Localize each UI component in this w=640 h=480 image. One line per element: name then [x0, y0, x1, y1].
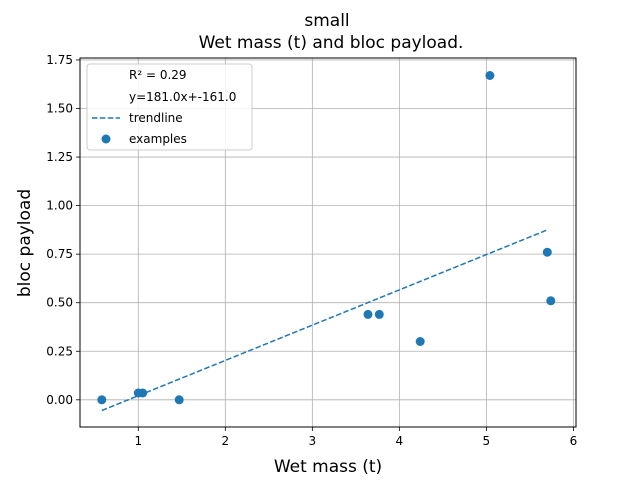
scatter-point: [485, 71, 495, 80]
trendline-layer: [101, 229, 548, 412]
y-axis-label: bloc payload: [15, 189, 35, 297]
grid: [80, 58, 576, 427]
legend-examples-swatch: [101, 134, 111, 144]
chart-title: small: [304, 11, 349, 31]
y-tick-label: 0.00: [46, 393, 73, 407]
scatter-point: [415, 337, 425, 346]
y-tick-label: 0.75: [46, 247, 73, 261]
y-tick-label: 1.25: [46, 150, 73, 164]
legend-equation: y=181.0x+-161.0: [129, 90, 236, 104]
chart-subtitle: Wet mass (t) and bloc payload.: [199, 33, 464, 53]
y-tick-label: 0.50: [46, 296, 73, 310]
y-tick-label: 1.50: [46, 101, 73, 115]
scatter-point: [174, 395, 184, 405]
scatter-point: [97, 395, 107, 405]
x-tick-label: 6: [570, 434, 578, 448]
x-tick-label: 2: [221, 434, 229, 448]
plot-frame: [79, 57, 577, 428]
y-tick-label: 1.75: [46, 53, 73, 67]
scatter-point: [546, 296, 556, 306]
x-axis-ticks: 1 2 3 4 5 6: [134, 427, 577, 448]
scatter-point: [374, 309, 384, 319]
x-tick-label: 4: [396, 434, 404, 448]
legend-r2: R² = 0.29: [129, 68, 187, 82]
y-axis-ticks: 0.00 0.25 0.50 0.75 1.00 1.25 1.50 1.75: [46, 53, 80, 407]
x-tick-label: 3: [309, 434, 317, 448]
y-tick-label: 0.25: [46, 344, 73, 358]
scatter-point: [542, 247, 552, 257]
legend-examples-label: examples: [129, 132, 187, 146]
scatter-layer: [97, 71, 556, 405]
y-tick-label: 1.00: [46, 199, 73, 213]
scatter-point: [363, 309, 373, 319]
trendline: [101, 229, 548, 412]
x-axis-label: Wet mass (t): [274, 457, 382, 477]
legend-box: [86, 63, 253, 151]
x-tick-label: 5: [483, 434, 491, 448]
legend-trendline-label: trendline: [129, 111, 183, 125]
legend: R² = 0.29 y=181.0x+-161.0 trendline exam…: [86, 63, 253, 151]
x-tick-label: 1: [134, 434, 142, 448]
scatter-point: [138, 388, 148, 398]
